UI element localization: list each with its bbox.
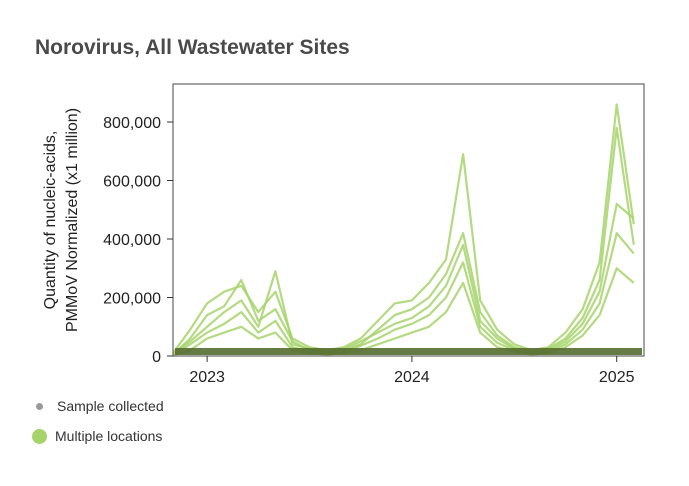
legend-multiple: Multiple locations xyxy=(32,428,163,444)
plot-frame xyxy=(172,83,645,357)
sample-dot-icon xyxy=(36,402,43,410)
y-axis-label-line-1: Quantity of nucleic-acids, xyxy=(42,131,59,310)
x-tick-label-1: 2024 xyxy=(394,369,430,386)
plot-area xyxy=(172,103,642,357)
sample-markers-band xyxy=(175,348,642,355)
legend-sample: Sample collected xyxy=(36,398,164,414)
y-tick-label-3: 600,000 xyxy=(103,174,161,191)
series-line-4 xyxy=(172,232,635,357)
series-line-1 xyxy=(172,103,635,354)
x-tick-label-2: 2025 xyxy=(599,369,635,386)
series-line-2 xyxy=(172,126,635,356)
y-axis-label-line-2: PMMoV Normalized (x1 million) xyxy=(64,108,81,332)
y-tick-label-0: 0 xyxy=(152,349,161,366)
y-tick-label-4: 800,000 xyxy=(103,115,161,132)
chart-title: Norovirus, All Wastewater Sites xyxy=(35,36,350,59)
y-tick-label-1: 200,000 xyxy=(103,291,161,308)
series-line-3 xyxy=(172,202,635,355)
legend-sample-label: Sample collected xyxy=(57,398,164,414)
legend-multiple-label: Multiple locations xyxy=(55,428,163,444)
multiple-locations-dot-icon xyxy=(32,428,47,444)
y-tick-label-2: 400,000 xyxy=(103,232,161,249)
x-tick-label-0: 2023 xyxy=(189,369,225,386)
